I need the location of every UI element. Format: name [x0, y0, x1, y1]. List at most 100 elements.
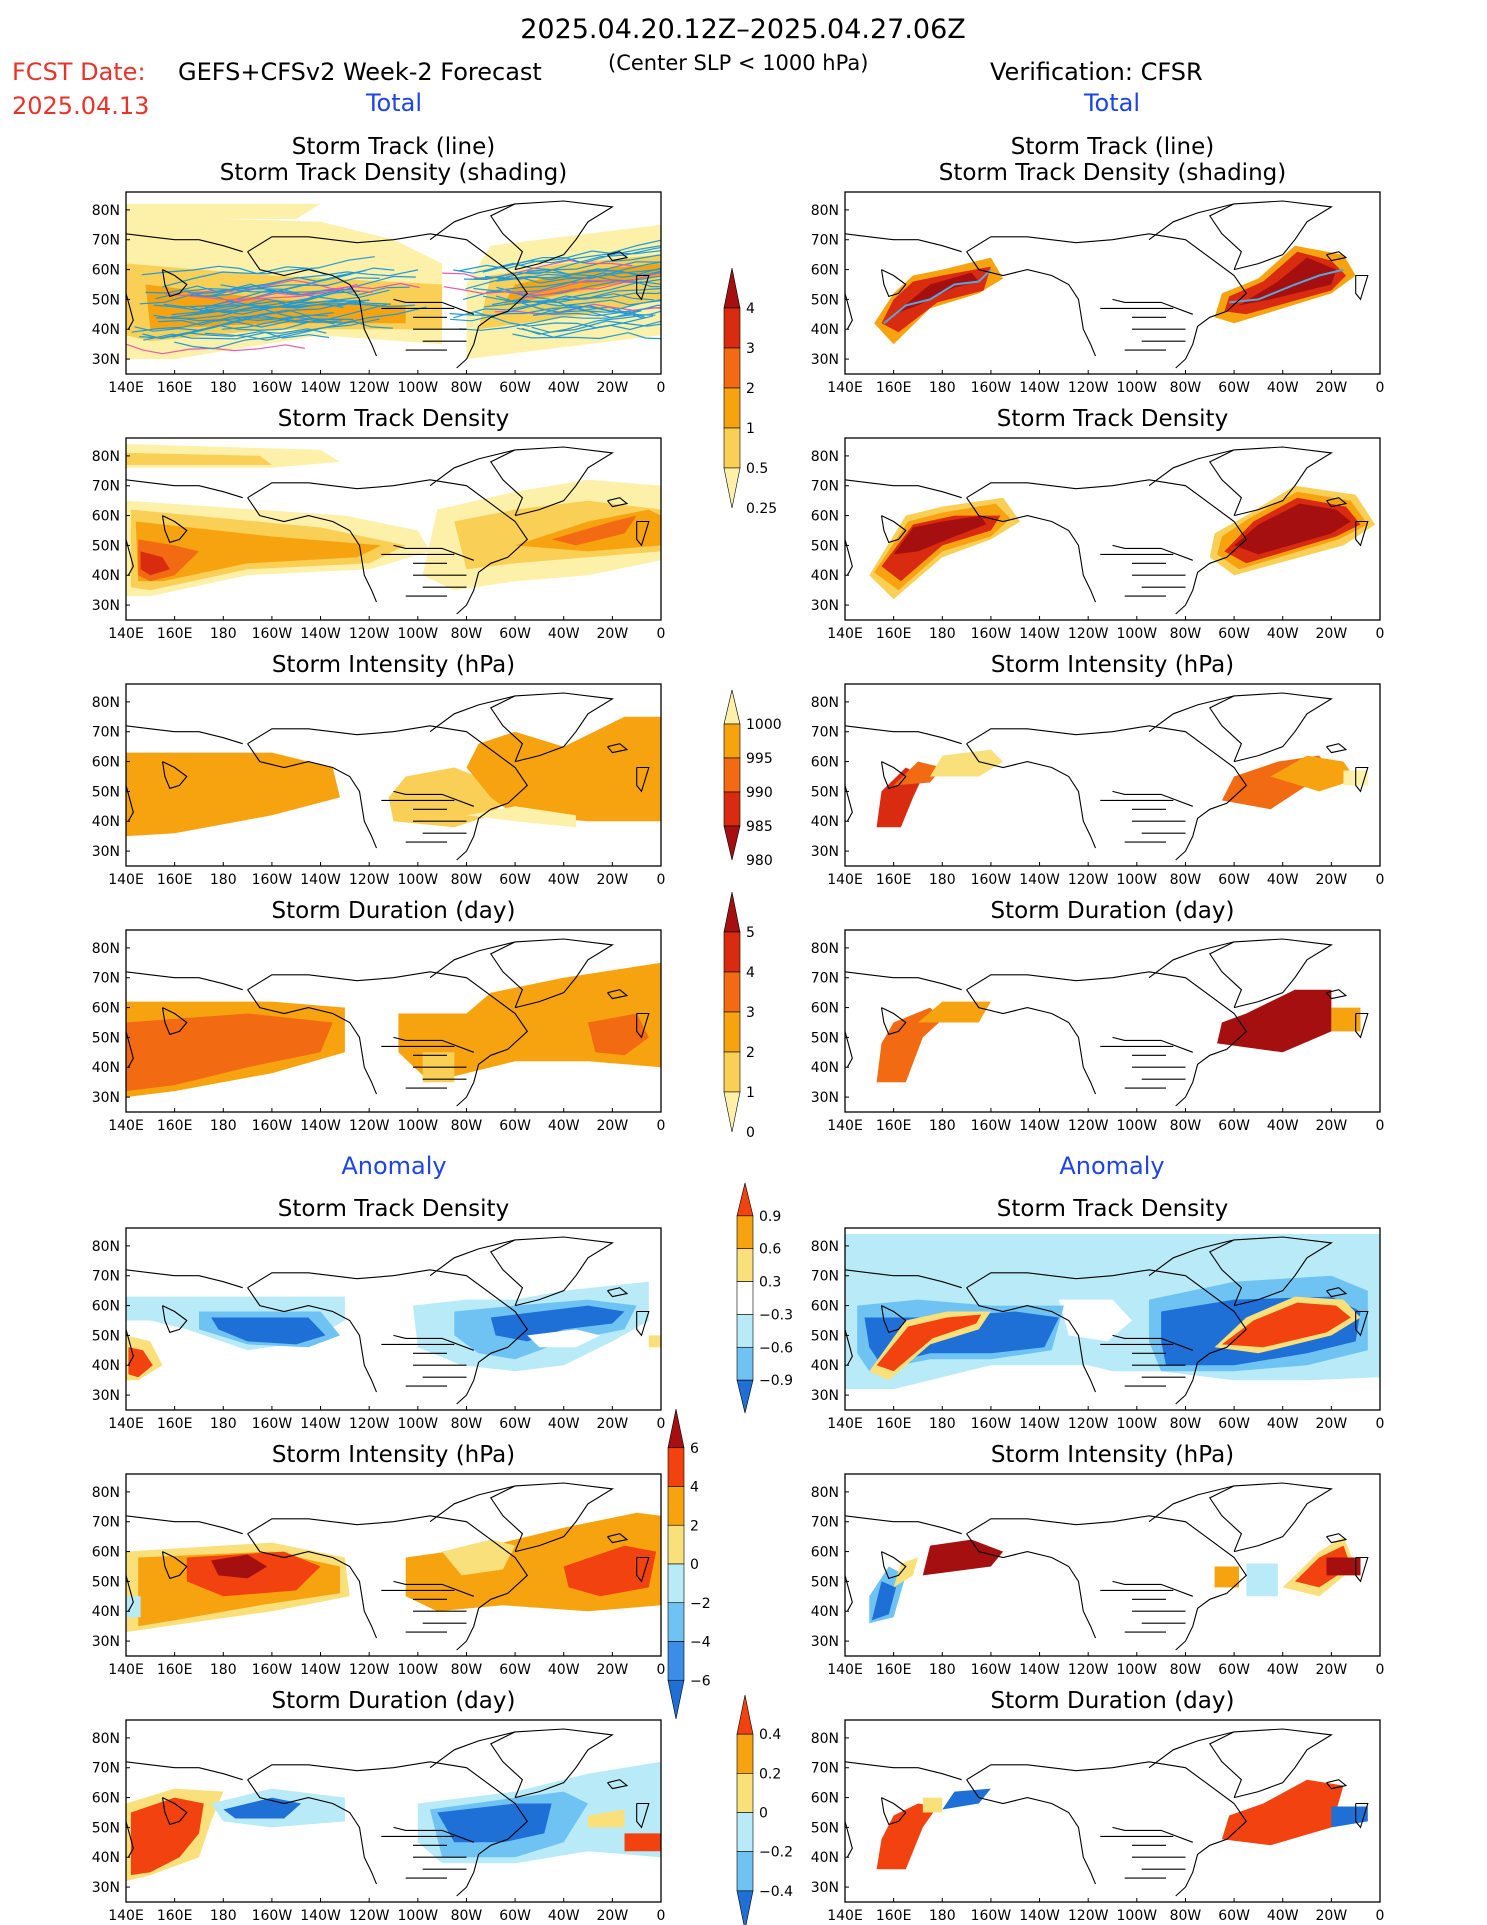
lon-label: 180: [210, 1416, 237, 1432]
coastline: [845, 1269, 962, 1289]
storm-track-line: [221, 282, 420, 304]
lat-label: 60N: [811, 755, 839, 771]
lon-label: 20W: [597, 380, 629, 396]
panel-title: Storm Duration (day): [272, 1688, 516, 1714]
lon-label: 60W: [1218, 1118, 1250, 1134]
colorbar-label: 2: [746, 1045, 755, 1061]
storm-track-line: [174, 318, 380, 350]
map-panel-fc-anom-intensity: Storm Intensity (hPa) 80N 70N 60N 50N 40N 30N 1…: [92, 1442, 666, 1678]
coastline: [1112, 1036, 1193, 1053]
coastline: [1112, 298, 1193, 315]
lon-label: 20W: [597, 626, 629, 642]
lat-label: 60N: [92, 1791, 120, 1807]
coastline: [1208, 446, 1334, 517]
coastline: [1148, 695, 1235, 733]
lat-label: 40N: [92, 568, 120, 584]
storm-track-line: [453, 293, 654, 319]
lon-label: 100W: [398, 626, 439, 642]
shaded-region: [876, 1314, 982, 1372]
shaded-region: [624, 1833, 661, 1852]
lat-label: 60N: [811, 1791, 839, 1807]
shaded-region: [130, 1797, 204, 1876]
coastline: [161, 1007, 188, 1036]
lat-label: 50N: [92, 1328, 120, 1344]
lon-label: 100W: [1117, 380, 1158, 396]
map-frame: [125, 1227, 662, 1411]
lon-label: 60W: [499, 1662, 531, 1678]
coastline: [966, 1287, 1097, 1393]
coastline: [636, 1556, 650, 1583]
shaded-region: [1059, 1299, 1132, 1342]
shaded-region: [1270, 755, 1356, 792]
lon-label: 180: [929, 380, 956, 396]
lon-label: 180: [210, 380, 237, 396]
lat-label: 40N: [811, 1060, 839, 1076]
lat-label: 30N: [811, 1880, 839, 1896]
coastline: [1326, 251, 1348, 262]
map-frame: [125, 929, 662, 1113]
lon-label: 20W: [597, 1118, 629, 1134]
lon-label: 40W: [548, 872, 580, 888]
lon-label: 40W: [548, 1662, 580, 1678]
storm-track-line: [141, 265, 326, 276]
lon-label: 80W: [1170, 1118, 1202, 1134]
lon-label: 160E: [157, 1662, 193, 1678]
colorbar-label: −4: [690, 1635, 711, 1651]
coastline: [880, 761, 907, 790]
map-panel-ob-density: Storm Track Density 80N 70N 60N 50N 40N 30N 140…: [811, 406, 1385, 642]
lat-label: 30N: [92, 598, 120, 614]
colorbar-swatch: [667, 1486, 685, 1526]
colorbar-swatch: [667, 1563, 685, 1604]
shaded-region: [1234, 503, 1351, 555]
coastline: [607, 1533, 629, 1544]
shaded-region: [466, 806, 576, 828]
panel-title: Storm Track (line): [1011, 134, 1214, 160]
colorbar-swatch: [723, 427, 741, 469]
coastline: [126, 971, 243, 991]
storm-track-line: [532, 304, 661, 316]
lat-label: 30N: [811, 1634, 839, 1650]
lon-label: 140W: [300, 626, 341, 642]
colorbar-swatch: [667, 1447, 685, 1487]
lat-label: 50N: [811, 1030, 839, 1046]
coastline: [489, 938, 615, 1009]
lon-label: 140W: [300, 380, 341, 396]
lat-label: 80N: [92, 1731, 120, 1747]
lon-label: 20W: [597, 1662, 629, 1678]
coastline: [966, 1269, 1248, 1405]
colorbar-swatch: [667, 1408, 685, 1449]
lat-label: 40N: [811, 1850, 839, 1866]
storm-track-line: [443, 279, 631, 295]
lon-label: 100W: [1117, 1118, 1158, 1134]
coastline: [1148, 449, 1235, 487]
lon-label: 140W: [300, 1416, 341, 1432]
lon-label: 100W: [398, 1118, 439, 1134]
lon-label: 120W: [1068, 1416, 1109, 1432]
lon-label: 180: [210, 1118, 237, 1134]
lon-label: 20W: [1316, 872, 1348, 888]
lon-label: 60W: [1218, 626, 1250, 642]
shaded-region: [466, 716, 661, 822]
lon-label: 80W: [451, 380, 483, 396]
storm-track-line: [139, 283, 337, 305]
coastline: [1208, 938, 1334, 1009]
lat-label: 30N: [92, 1090, 120, 1106]
lon-label: 180: [929, 1908, 956, 1924]
lat-label: 70N: [811, 1515, 839, 1531]
coastline: [607, 497, 629, 508]
lon-label: 160W: [252, 872, 293, 888]
coastline: [161, 761, 188, 790]
lon-label: 40W: [1267, 1662, 1299, 1678]
map-panel-fc-density: Storm Track Density 80N 70N 60N 50N 40N 30N 140…: [92, 406, 666, 642]
lon-label: 160E: [876, 1118, 912, 1134]
coastline: [845, 539, 853, 576]
storm-track-line: [450, 306, 642, 322]
lat-label: 30N: [92, 352, 120, 368]
coastline: [126, 1515, 243, 1535]
storm-track-line: [1229, 268, 1344, 304]
coastline: [247, 1761, 529, 1897]
lat-label: 80N: [92, 1239, 120, 1255]
lon-label: 160E: [157, 872, 193, 888]
colorbar-label: 3: [746, 341, 755, 357]
panel-title: Storm Track (line): [292, 134, 495, 160]
